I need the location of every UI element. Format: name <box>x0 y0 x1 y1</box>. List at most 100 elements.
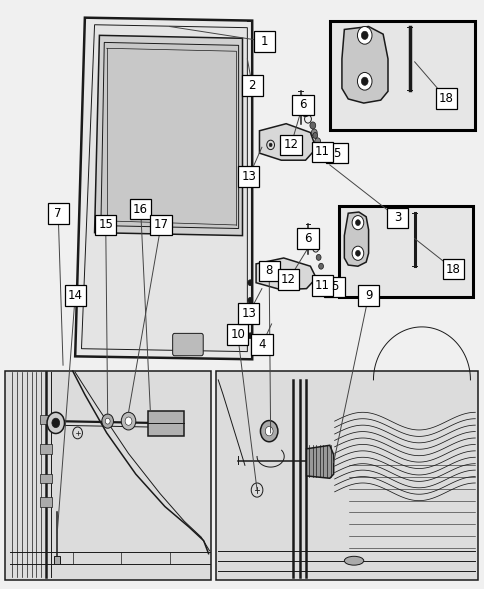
Polygon shape <box>101 42 238 229</box>
Circle shape <box>310 237 313 241</box>
FancyBboxPatch shape <box>227 324 248 345</box>
FancyBboxPatch shape <box>357 286 378 306</box>
Circle shape <box>355 220 360 226</box>
FancyBboxPatch shape <box>297 228 318 249</box>
Text: 10: 10 <box>230 328 244 341</box>
Circle shape <box>357 27 371 44</box>
Text: 12: 12 <box>281 273 295 286</box>
Text: 17: 17 <box>153 219 168 231</box>
Text: 18: 18 <box>445 263 460 276</box>
Circle shape <box>290 279 293 282</box>
Circle shape <box>121 412 136 430</box>
Circle shape <box>312 133 317 138</box>
FancyBboxPatch shape <box>47 203 69 224</box>
Text: 16: 16 <box>133 203 148 216</box>
Polygon shape <box>81 25 247 352</box>
Text: 5: 5 <box>330 280 338 293</box>
Circle shape <box>265 426 272 436</box>
Polygon shape <box>341 27 387 103</box>
Circle shape <box>309 122 315 129</box>
FancyBboxPatch shape <box>280 134 301 155</box>
Circle shape <box>247 280 252 286</box>
Circle shape <box>125 417 132 425</box>
Circle shape <box>247 297 252 303</box>
Text: 7: 7 <box>54 207 62 220</box>
FancyBboxPatch shape <box>258 260 279 281</box>
Text: 6: 6 <box>299 98 306 111</box>
Circle shape <box>260 421 277 442</box>
Bar <box>40 497 52 507</box>
Bar <box>54 556 60 564</box>
Circle shape <box>52 418 60 428</box>
Text: 14: 14 <box>68 289 82 302</box>
Circle shape <box>105 418 110 424</box>
Circle shape <box>294 147 297 150</box>
Circle shape <box>351 246 363 260</box>
Polygon shape <box>344 212 368 266</box>
FancyBboxPatch shape <box>386 207 408 228</box>
Polygon shape <box>148 411 184 436</box>
Text: 8: 8 <box>265 264 272 277</box>
FancyBboxPatch shape <box>238 166 259 187</box>
Circle shape <box>357 72 371 90</box>
FancyBboxPatch shape <box>172 333 203 356</box>
Circle shape <box>266 275 269 279</box>
Circle shape <box>314 138 320 145</box>
Polygon shape <box>259 124 316 160</box>
FancyBboxPatch shape <box>277 269 299 290</box>
Circle shape <box>316 254 320 260</box>
Polygon shape <box>94 35 242 236</box>
FancyBboxPatch shape <box>435 88 456 108</box>
Bar <box>5 371 211 580</box>
Bar <box>40 415 52 424</box>
FancyBboxPatch shape <box>64 286 86 306</box>
Polygon shape <box>306 445 333 478</box>
Text: 9: 9 <box>364 289 372 302</box>
FancyBboxPatch shape <box>323 277 345 297</box>
FancyBboxPatch shape <box>150 214 171 235</box>
Text: 2: 2 <box>248 79 256 92</box>
Circle shape <box>351 216 363 230</box>
Text: 11: 11 <box>315 145 329 158</box>
Text: 11: 11 <box>315 279 329 292</box>
Bar <box>215 371 477 580</box>
FancyBboxPatch shape <box>130 198 151 219</box>
Circle shape <box>311 129 317 136</box>
Circle shape <box>102 414 113 428</box>
Text: 4: 4 <box>257 338 265 351</box>
Bar <box>40 474 52 483</box>
Circle shape <box>361 31 367 39</box>
Polygon shape <box>256 258 316 290</box>
FancyBboxPatch shape <box>253 31 274 51</box>
Text: 15: 15 <box>98 219 113 231</box>
Ellipse shape <box>344 556 363 565</box>
Text: 18: 18 <box>438 92 453 105</box>
FancyBboxPatch shape <box>251 335 272 355</box>
Circle shape <box>47 412 64 434</box>
Circle shape <box>355 250 360 256</box>
Circle shape <box>361 77 367 85</box>
FancyBboxPatch shape <box>311 276 333 296</box>
Text: 6: 6 <box>303 232 311 245</box>
Text: 13: 13 <box>241 170 256 183</box>
Bar <box>339 206 472 297</box>
FancyBboxPatch shape <box>326 143 347 163</box>
Text: 5: 5 <box>333 147 340 160</box>
Circle shape <box>269 143 272 147</box>
Text: 12: 12 <box>283 138 298 151</box>
Circle shape <box>318 263 323 269</box>
Text: 1: 1 <box>260 35 268 48</box>
FancyBboxPatch shape <box>292 94 313 115</box>
FancyBboxPatch shape <box>238 303 259 324</box>
Bar <box>329 21 474 130</box>
Bar <box>40 444 52 454</box>
Text: 13: 13 <box>241 307 256 320</box>
Polygon shape <box>75 18 252 359</box>
FancyBboxPatch shape <box>311 141 333 162</box>
Circle shape <box>247 333 252 339</box>
Circle shape <box>303 108 307 113</box>
Text: 3: 3 <box>393 211 401 224</box>
Circle shape <box>247 315 252 321</box>
FancyBboxPatch shape <box>95 214 116 235</box>
FancyBboxPatch shape <box>241 75 262 95</box>
